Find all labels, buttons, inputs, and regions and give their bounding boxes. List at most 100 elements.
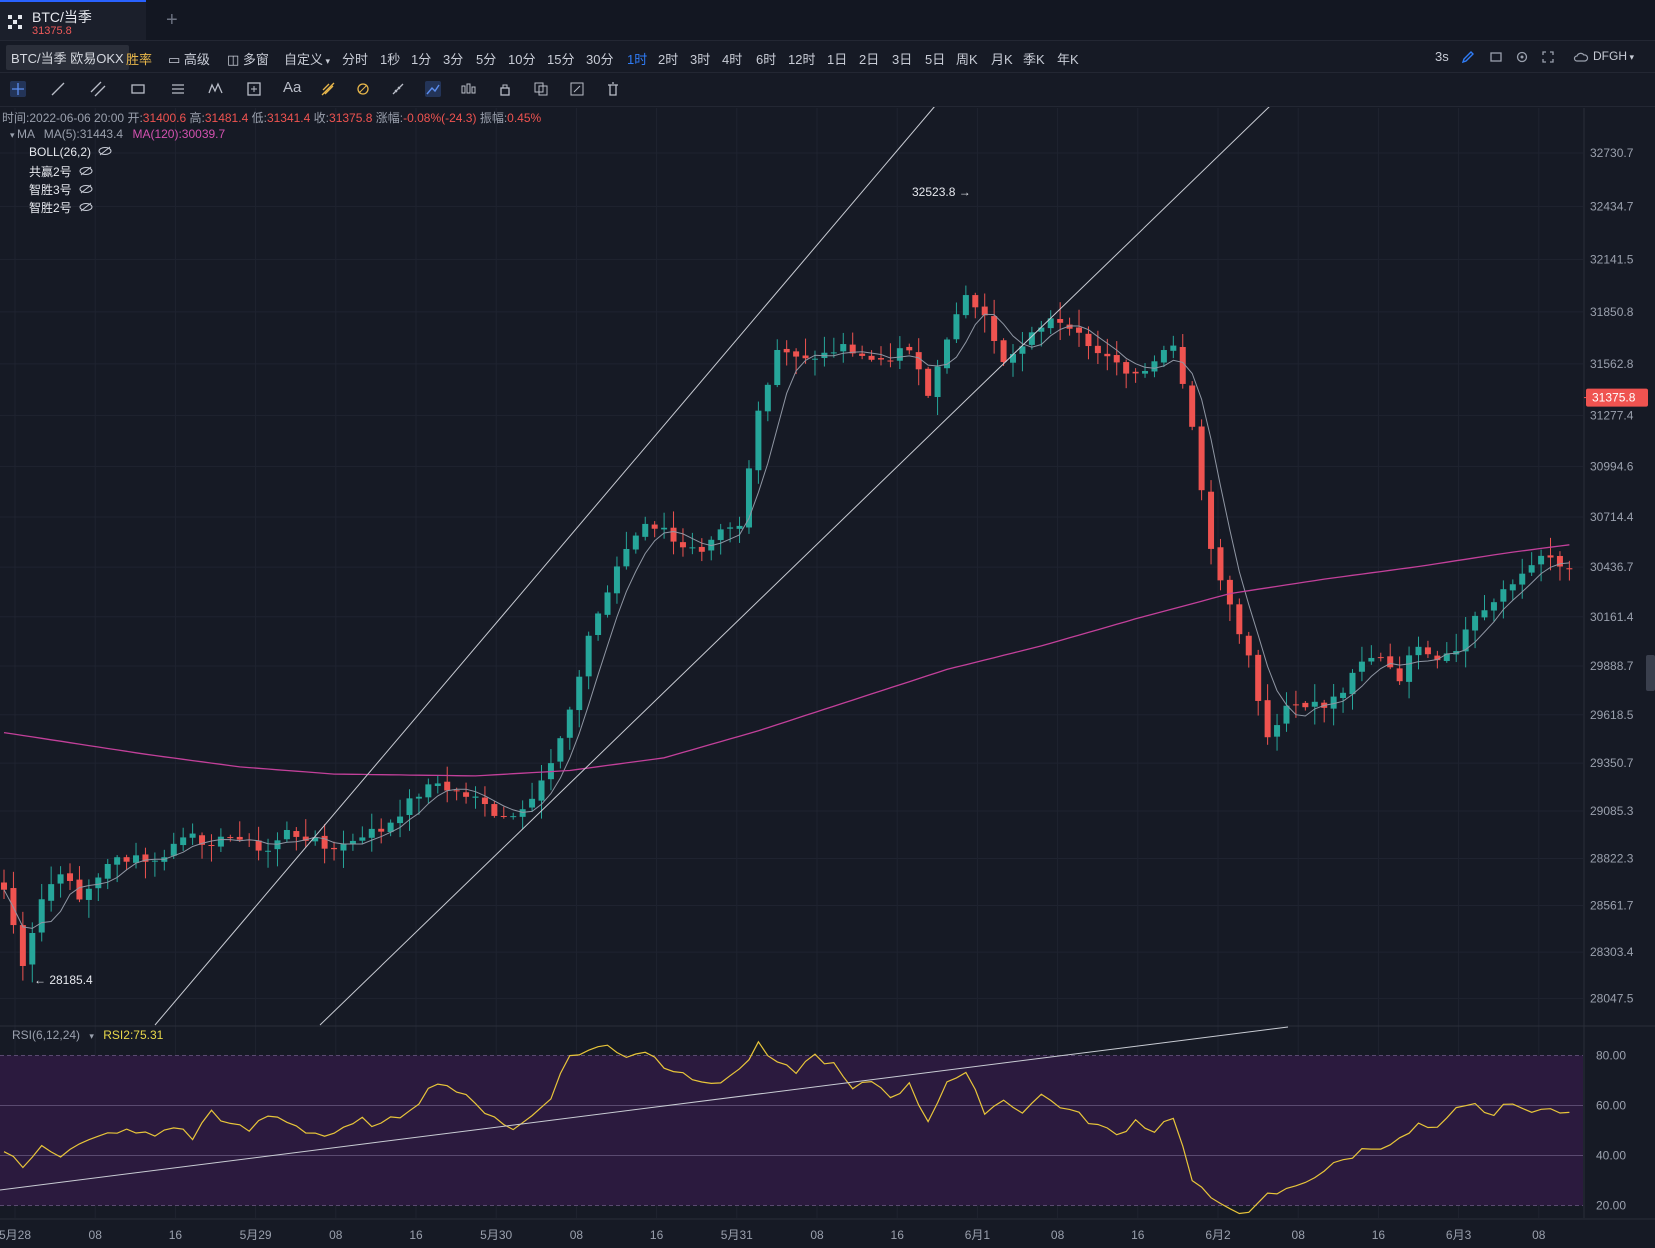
chevron-down-icon[interactable]: ▾ bbox=[10, 130, 18, 140]
interval-button[interactable]: 3日 bbox=[892, 52, 913, 67]
candle-body bbox=[481, 797, 488, 805]
interval-button[interactable]: 月K bbox=[991, 52, 1013, 67]
candle bbox=[425, 778, 432, 804]
candle-body bbox=[519, 809, 526, 817]
candle-body bbox=[1349, 672, 1356, 695]
add-tab-icon[interactable]: + bbox=[166, 9, 178, 31]
candle bbox=[1472, 611, 1479, 649]
interval-button[interactable]: 年K bbox=[1057, 52, 1079, 67]
candle-body bbox=[397, 816, 404, 824]
trash-icon[interactable] bbox=[605, 81, 621, 97]
interval-button[interactable]: 2时 bbox=[658, 52, 679, 67]
account-dropdown[interactable]: DFGH ▾ bbox=[1593, 49, 1634, 63]
magnet-tool-icon[interactable] bbox=[355, 81, 371, 97]
candle-style-tool-icon[interactable] bbox=[460, 81, 476, 97]
interval-button[interactable]: 分时 bbox=[342, 52, 369, 67]
refresh-rate-button[interactable]: 3s bbox=[1435, 49, 1449, 64]
candle bbox=[434, 775, 441, 794]
candle-body bbox=[57, 874, 64, 884]
rectangle-tool-icon[interactable] bbox=[130, 81, 146, 97]
candle bbox=[76, 866, 83, 903]
interval-button[interactable]: 30分 bbox=[586, 52, 614, 67]
candle-body bbox=[1406, 655, 1413, 682]
high-label: 高: bbox=[189, 111, 205, 125]
time-tick-label: 08 bbox=[1532, 1228, 1546, 1242]
text-tool-icon[interactable]: Aa bbox=[283, 79, 302, 96]
chevron-down-icon[interactable]: ▾ bbox=[89, 1031, 94, 1041]
candle-body bbox=[1566, 568, 1573, 570]
indicator-gongying2[interactable]: 共赢2号 bbox=[29, 163, 93, 180]
candle-body bbox=[981, 306, 988, 316]
interval-button[interactable]: 1分 bbox=[411, 52, 432, 67]
candle-body bbox=[1038, 327, 1045, 332]
fib-tool-icon[interactable] bbox=[170, 81, 186, 97]
gear-icon[interactable] bbox=[1515, 50, 1529, 64]
crosshair-tool-icon[interactable] bbox=[10, 81, 26, 97]
interval-button[interactable]: 5分 bbox=[476, 52, 497, 67]
candle-body bbox=[802, 355, 809, 359]
pattern-tool-icon[interactable] bbox=[320, 81, 336, 97]
trend-line-tool-icon[interactable] bbox=[50, 81, 66, 97]
interval-button[interactable]: 1日 bbox=[827, 52, 848, 67]
ruler-tool-icon[interactable] bbox=[390, 81, 406, 97]
multi-window-button[interactable]: ◫ 多窗 bbox=[227, 49, 269, 68]
draw-mode-tool-icon[interactable] bbox=[425, 81, 441, 97]
interval-button[interactable]: 5日 bbox=[925, 52, 946, 67]
candle bbox=[1113, 341, 1120, 376]
interval-button[interactable]: 10分 bbox=[508, 52, 536, 67]
candle bbox=[387, 819, 394, 837]
custom-interval-dropdown[interactable]: 自定义 ▾ bbox=[284, 49, 330, 68]
parallel-channel-tool-icon[interactable] bbox=[90, 81, 106, 97]
copy-tool-icon[interactable] bbox=[533, 81, 549, 97]
candle bbox=[170, 832, 177, 859]
candle-body bbox=[896, 348, 903, 361]
advanced-button[interactable]: ▭ 高级 bbox=[168, 49, 210, 68]
candle-body bbox=[887, 360, 894, 362]
fullscreen-icon[interactable] bbox=[1541, 50, 1555, 64]
interval-button[interactable]: 周K bbox=[956, 52, 978, 67]
candle bbox=[689, 532, 696, 555]
eye-off-icon[interactable] bbox=[79, 202, 93, 212]
time-tick-label: 5月29 bbox=[240, 1228, 272, 1242]
eye-off-icon[interactable] bbox=[79, 184, 93, 194]
interval-button[interactable]: 1时 bbox=[627, 52, 648, 67]
indicator-boll[interactable]: BOLL(26,2) bbox=[29, 145, 112, 159]
measure-tool-icon[interactable] bbox=[246, 81, 262, 97]
wave-tool-icon[interactable] bbox=[208, 81, 224, 97]
eye-off-icon[interactable] bbox=[79, 166, 93, 176]
interval-button[interactable]: 4时 bbox=[722, 52, 743, 67]
candle bbox=[1519, 558, 1526, 599]
edit-tool-icon[interactable] bbox=[569, 81, 585, 97]
cloud-icon bbox=[1573, 52, 1589, 62]
win-rate-button[interactable]: 胜率 bbox=[126, 52, 153, 67]
candle-body bbox=[689, 547, 696, 549]
ma-legend[interactable]: ▾ MA MA(5):31443.4 MA(120):30039.7 bbox=[10, 127, 225, 141]
interval-button[interactable]: 1秒 bbox=[380, 52, 401, 67]
symbol-selector[interactable]: BTC/当季 欧易OKX bbox=[6, 45, 129, 70]
interval-button[interactable]: 15分 bbox=[547, 52, 575, 67]
lock-tool-icon[interactable] bbox=[497, 81, 513, 97]
rsi-line bbox=[3, 1040, 1570, 1215]
low-annotation: ← 28185.4 bbox=[34, 973, 93, 987]
interval-button[interactable]: 季K bbox=[1023, 52, 1045, 67]
candle bbox=[500, 806, 507, 819]
pencil-icon[interactable] bbox=[1461, 50, 1475, 64]
indicator-zhisheng3[interactable]: 智胜3号 bbox=[29, 181, 93, 198]
custom-label: 自定义 bbox=[284, 52, 324, 67]
candle bbox=[1274, 713, 1281, 751]
candle bbox=[877, 346, 884, 366]
indicator-zhisheng2[interactable]: 智胜2号 bbox=[29, 199, 93, 216]
price-axis: 32730.7 32434.7 32141.5 31850.8 31562.8 31277… bbox=[1590, 146, 1634, 1005]
tab-btc-quarterly[interactable]: BTC/当季 31375.8 bbox=[0, 0, 146, 40]
screenshot-icon[interactable] bbox=[1489, 50, 1503, 64]
eye-off-icon[interactable] bbox=[98, 146, 112, 156]
interval-button[interactable]: 2日 bbox=[859, 52, 880, 67]
interval-button[interactable]: 3分 bbox=[443, 52, 464, 67]
interval-button[interactable]: 12时 bbox=[788, 52, 816, 67]
close-value: 31375.8 bbox=[329, 111, 373, 125]
last-price-label: 31375.8 bbox=[1592, 391, 1636, 405]
interval-button[interactable]: 6时 bbox=[756, 52, 777, 67]
interval-button[interactable]: 3时 bbox=[690, 52, 711, 67]
rsi-legend[interactable]: RSI(6,12,24) ▾ RSI2:75.31 bbox=[12, 1028, 163, 1042]
